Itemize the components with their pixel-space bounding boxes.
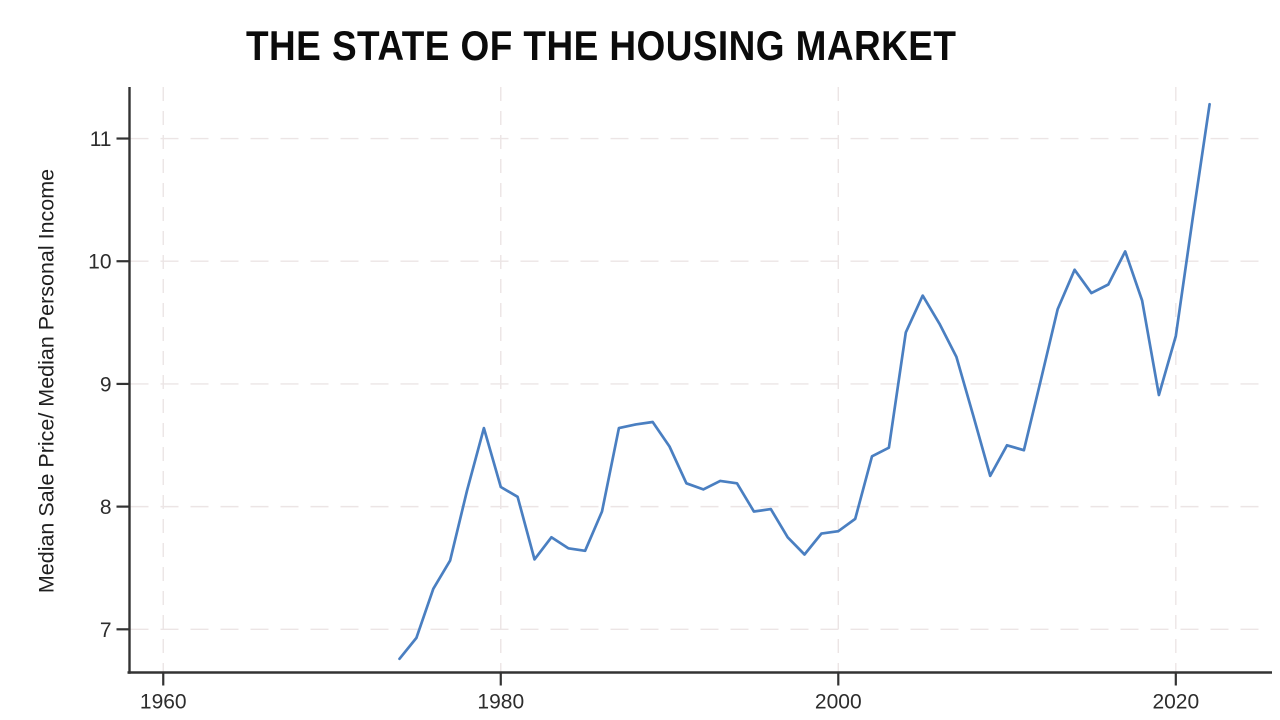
- y-tick-label: 8: [100, 496, 112, 519]
- x-tick-label: 1960: [140, 691, 187, 714]
- y-axis-label: Median Sale Price/ Median Personal Incom…: [34, 168, 59, 594]
- y-tick-label: 11: [90, 128, 112, 151]
- y-tick-label: 7: [100, 619, 112, 642]
- x-tick-label: 1980: [477, 691, 524, 714]
- chart-title: THE STATE OF THE HOUSING MARKET: [246, 22, 957, 69]
- x-tick-label: 2020: [1152, 691, 1199, 714]
- data-line: [398, 102, 1211, 661]
- y-tick-label: 9: [100, 373, 112, 396]
- y-tick-label: 10: [88, 251, 111, 274]
- x-tick-label: 2000: [815, 691, 862, 714]
